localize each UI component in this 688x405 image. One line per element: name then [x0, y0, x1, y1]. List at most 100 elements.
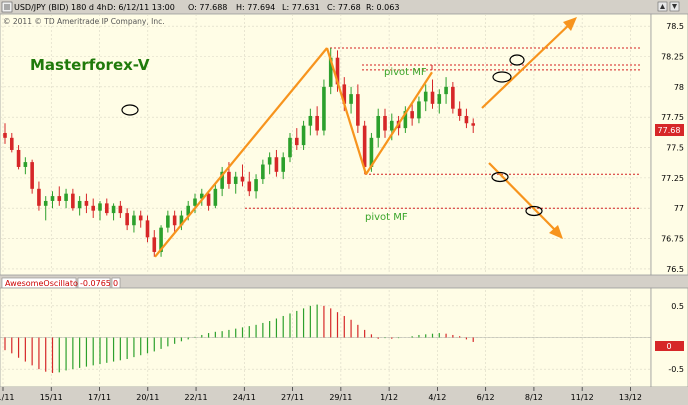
header-bar — [0, 0, 688, 14]
candle-body — [179, 215, 184, 226]
candle-body — [417, 101, 421, 119]
target-circle-2 — [492, 71, 512, 83]
candle-body — [389, 120, 394, 131]
candle-body — [71, 193, 75, 209]
arrow-head-up-icon — [563, 17, 577, 31]
date-label: 27/11 — [281, 393, 304, 402]
candle-body — [111, 205, 116, 214]
current-price-label: 77.68 — [658, 126, 681, 135]
candle-body — [281, 157, 286, 172]
candle-body — [356, 94, 360, 126]
date-label: 6/12 — [477, 393, 495, 402]
header-field-close: C: 77.68 — [327, 3, 361, 12]
price-tick-label: 76.75 — [661, 235, 684, 244]
candle-body — [220, 171, 224, 189]
candle-body — [213, 188, 218, 206]
candle-body — [64, 193, 68, 201]
candle-body — [9, 137, 14, 150]
oscillator-axis: 0.5 -0.5 — [668, 302, 684, 374]
triangle-up-icon — [660, 4, 665, 9]
date-label: 4/12 — [428, 393, 446, 402]
date-label: 11/11 — [0, 393, 15, 402]
candle-body — [335, 57, 340, 85]
candle-body — [437, 94, 442, 104]
candle-body — [118, 205, 123, 214]
candle-body — [349, 94, 353, 104]
candle-body — [423, 91, 428, 102]
price-panel — [0, 13, 652, 276]
candle-body — [166, 215, 170, 228]
oscillator-bars — [4, 304, 474, 373]
candle-body — [84, 200, 89, 206]
candle-body — [240, 176, 245, 182]
candle-body — [152, 237, 157, 252]
date-label: 24/11 — [233, 393, 256, 402]
target-circle-1 — [509, 54, 525, 66]
current-price-badge — [655, 124, 684, 136]
pivot-label-upper: pivot MF — [384, 67, 427, 78]
brand-label: Masterforex-V — [30, 56, 150, 74]
date-label: 1/12 — [380, 393, 398, 402]
candle-body — [261, 164, 265, 180]
candle-body — [193, 198, 197, 206]
trend-line — [154, 47, 328, 258]
forecast-arrows — [121, 17, 577, 239]
candle-body — [301, 125, 306, 146]
candle-body — [104, 203, 109, 214]
candle-body — [403, 111, 408, 129]
pivot-lines — [245, 47, 640, 209]
oscillator-value-badge — [655, 341, 684, 351]
candle-body — [227, 171, 231, 184]
price-tick-label: 78 — [674, 83, 684, 92]
date-label: 17/11 — [88, 393, 111, 402]
candle-body — [145, 220, 150, 238]
candle-body — [328, 57, 333, 87]
candle-body — [254, 179, 258, 192]
header-symbol: USD/JPY (BID) 180 d 4h — [14, 3, 107, 12]
date-label: 29/11 — [329, 393, 352, 402]
copyright-text: © 2011 © TD Ameritrade IP Company, Inc. — [3, 17, 165, 26]
candle-body — [138, 215, 143, 221]
candle-body — [125, 213, 129, 226]
date-label: 20/11 — [136, 393, 159, 402]
candle-body — [471, 123, 476, 126]
candle-body — [186, 205, 191, 216]
candle-body — [233, 176, 238, 184]
candle-body — [199, 193, 204, 199]
candle-body — [77, 200, 82, 209]
candle-body — [315, 115, 319, 131]
candle-body — [274, 157, 279, 172]
price-tick-label: 77.5 — [666, 144, 684, 153]
header-field-range: R: 0.063 — [366, 3, 399, 12]
trend-lines — [154, 47, 433, 258]
candle-body — [294, 137, 299, 146]
header-field-open: O: 77.688 — [188, 3, 227, 12]
oscillator-axis-panel — [650, 287, 688, 388]
forecast-arrow-down — [488, 162, 559, 234]
candle-body — [342, 84, 347, 104]
target-circle-4 — [525, 205, 543, 217]
candle-body — [410, 111, 414, 119]
oscillator-grid — [0, 290, 651, 385]
candle-body — [451, 86, 455, 109]
candles — [3, 47, 476, 257]
candle-body — [132, 215, 136, 226]
candle-body — [308, 115, 313, 126]
indicator-name: AwesomeOscillator — [5, 279, 82, 288]
candle-body — [30, 162, 34, 189]
pivot-label-lower: pivot MF — [365, 212, 408, 223]
date-label: 15/11 — [40, 393, 63, 402]
indicator-param: 0 — [113, 279, 118, 288]
candle-body — [383, 115, 387, 131]
price-axis: 78.5 78.25 78 77.75 77.5 77.25 77 76.75 76.5 — [661, 22, 684, 274]
oscillator-zero-label: 0 — [666, 342, 671, 351]
date-label: 13/12 — [619, 393, 642, 402]
oscillator-tick-label: -0.5 — [668, 365, 684, 374]
candle-body — [288, 137, 292, 158]
candle-body — [206, 193, 211, 206]
triangle-down-icon — [672, 4, 677, 9]
price-tick-label: 77.75 — [661, 113, 684, 122]
price-tick-label: 76.5 — [666, 265, 684, 274]
price-axis-panel — [650, 13, 688, 276]
candle-body — [50, 196, 55, 201]
